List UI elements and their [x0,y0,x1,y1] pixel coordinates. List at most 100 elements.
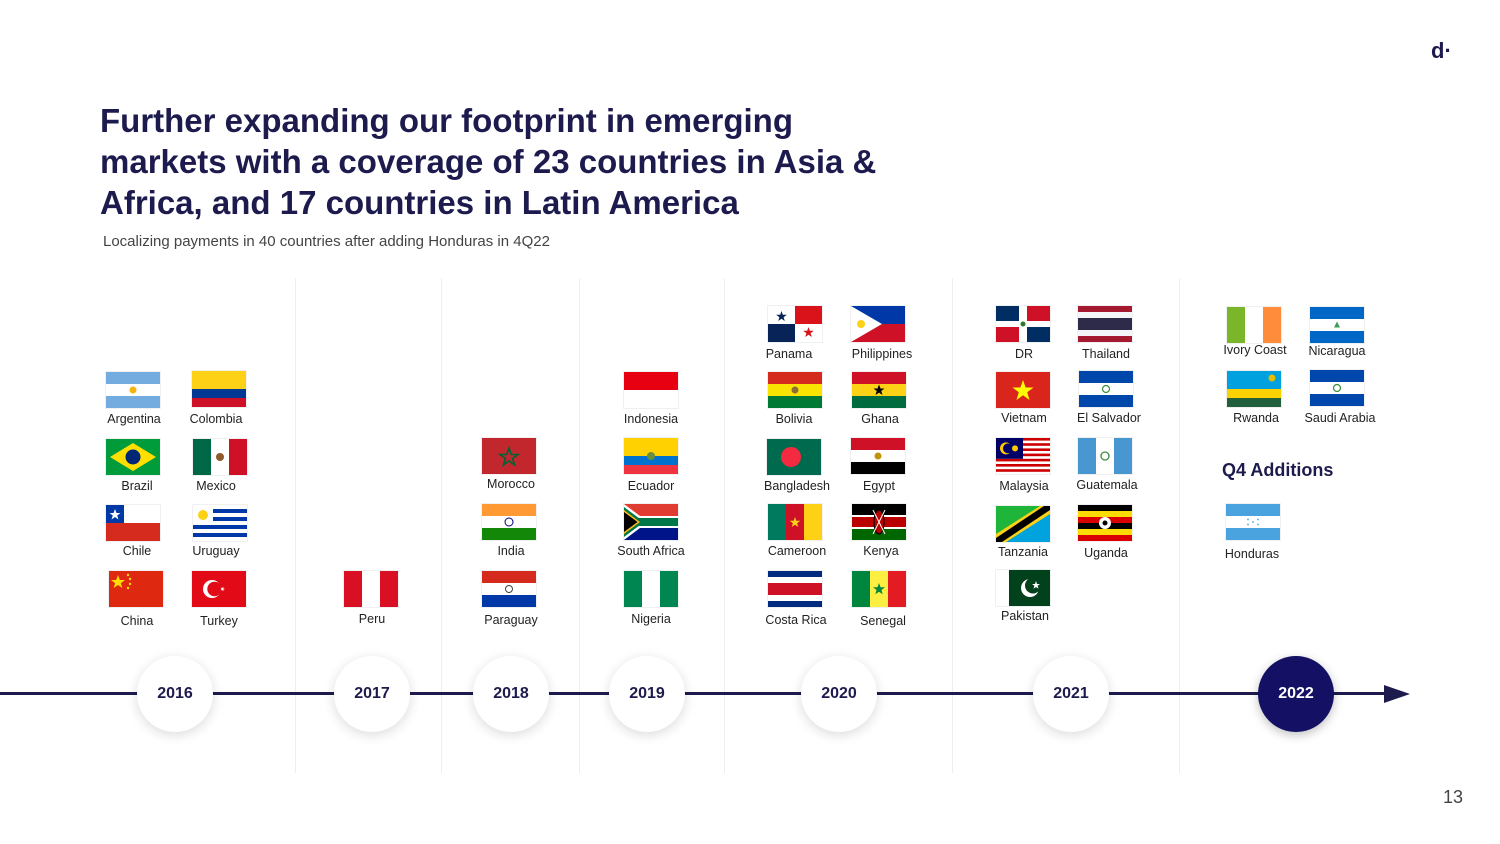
vietnam-label: Vietnam [1001,411,1047,425]
year-marker-2019: 2019 [609,656,685,732]
nigeria-flag [624,571,678,607]
pakistan-label: Pakistan [1001,609,1049,623]
tanzania-label: Tanzania [997,545,1049,559]
malaysia-flag [996,438,1050,474]
turkey-label: Turkey [200,614,238,628]
logo: d· [1431,38,1452,63]
ivory-coast-label: Ivory Coast [1223,343,1287,357]
nigeria-label: Nigeria [631,612,671,626]
ecuador-label: Ecuador [627,479,675,493]
rwanda-flag [1227,371,1281,407]
bangladesh-label: Bangladesh [763,479,831,493]
honduras-label: Honduras [1224,547,1280,561]
timeline-axis [0,692,1392,695]
page-subtitle: Localizing payments in 40 countries afte… [103,233,550,250]
kenya-label: Kenya [863,544,899,558]
page-title: Further expanding our footprint in emerg… [100,102,877,221]
nicaragua-flag [1310,307,1364,343]
vietnam-flag [996,372,1050,408]
dr-flag [996,306,1050,342]
argentina-flag [106,372,160,408]
ecuador-flag [624,438,678,474]
q4-additions-heading: Q4 Additions [1222,460,1334,480]
south-africa-flag [624,504,678,540]
year-marker-2022: 2022 [1258,656,1334,732]
peru-flag [344,571,398,607]
column-divider [1179,278,1180,773]
indonesia-label: Indonesia [623,412,679,426]
paraguay-label: Paraguay [484,613,538,627]
china-label: China [120,614,154,628]
senegal-label: Senegal [860,614,906,628]
thailand-label: Thailand [1082,347,1130,361]
morocco-label: Morocco [487,477,535,491]
uruguay-label: Uruguay [192,544,240,558]
column-divider [579,278,580,773]
cameroon-label: Cameroon [767,544,827,558]
ghana-label: Ghana [861,412,899,426]
timeline-arrow-icon [1384,685,1410,703]
senegal-flag [852,571,906,607]
ghana-flag [852,372,906,408]
chile-label: Chile [122,544,152,558]
chile-flag [106,505,160,541]
china-flag [109,571,163,607]
turkey-flag [192,571,246,607]
tanzania-flag [996,506,1050,542]
column-divider [295,278,296,773]
ivory-coast-flag [1227,307,1281,343]
cameroon-flag [768,504,822,540]
india-label: India [497,544,525,558]
year-marker-2017: 2017 [334,656,410,732]
rwanda-label: Rwanda [1233,411,1279,425]
year-marker-2021: 2021 [1033,656,1109,732]
column-divider [952,278,953,773]
nicaragua-label: Nicaragua [1308,344,1366,358]
colombia-label: Colombia [189,412,243,426]
uruguay-flag [193,505,247,541]
column-divider [441,278,442,773]
brazil-flag [106,439,160,475]
panama-label: Panama [765,347,813,361]
south-africa-label: South Africa [617,544,685,558]
colombia-flag [192,371,246,407]
philippines-label: Philippines [851,347,913,361]
pakistan-flag [996,570,1050,606]
egypt-label: Egypt [863,479,895,493]
saudi-arabia-label: Saudi Arabia [1304,411,1376,425]
thailand-flag [1078,306,1132,342]
bolivia-flag [768,372,822,408]
page-number: 13 [1443,787,1464,807]
dr-label: DR [1014,347,1034,361]
guatemala-flag [1078,438,1132,474]
year-marker-2018: 2018 [473,656,549,732]
mexico-flag [193,439,247,475]
year-marker-2016: 2016 [137,656,213,732]
guatemala-label: Guatemala [1076,478,1138,492]
peru-label: Peru [358,612,386,626]
kenya-flag [852,504,906,540]
morocco-flag [482,438,536,474]
el-salvador-label: El Salvador [1077,411,1141,425]
bangladesh-flag [767,439,821,475]
uganda-flag [1078,505,1132,541]
malaysia-label: Malaysia [999,479,1049,493]
year-marker-2020: 2020 [801,656,877,732]
bolivia-label: Bolivia [775,412,813,426]
brazil-label: Brazil [121,479,153,493]
saudi-arabia-flag [1310,370,1364,406]
uganda-label: Uganda [1084,546,1128,560]
el-salvador-flag [1079,371,1133,407]
paraguay-flag [482,571,536,607]
mexico-label: Mexico [196,479,236,493]
costa-rica-flag [768,571,822,607]
india-flag [482,504,536,540]
indonesia-flag [624,372,678,408]
costa-rica-label: Costa Rica [765,613,827,627]
column-divider [724,278,725,773]
panama-flag [768,306,822,342]
honduras-flag [1226,504,1280,540]
argentina-label: Argentina [107,412,161,426]
egypt-flag [851,438,905,474]
philippines-flag [851,306,905,342]
